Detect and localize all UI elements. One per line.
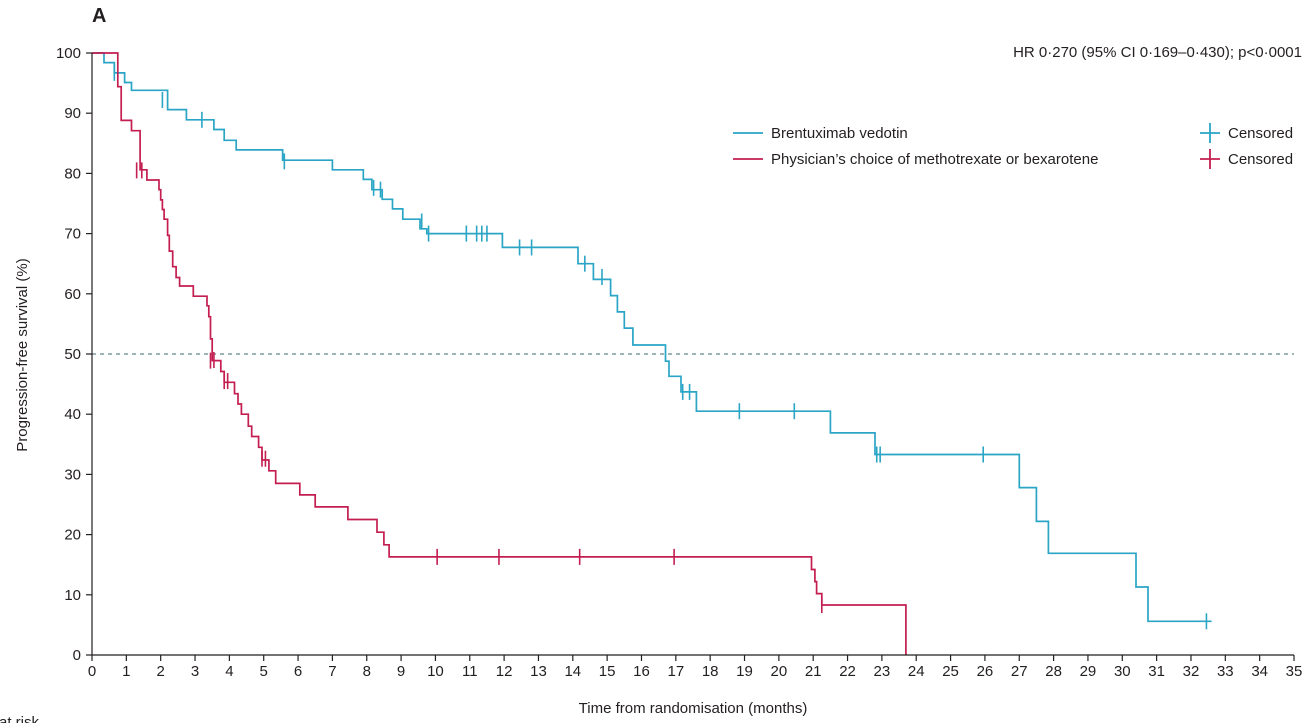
y-tick-label: 20 [64,527,81,544]
x-tick-label: 3 [191,663,199,680]
x-tick-label: 25 [942,663,959,680]
survival-curve-brentuximab [92,52,1212,623]
x-tick-label: 13 [530,663,547,680]
series-physician [92,52,907,655]
y-tick-label: 60 [64,286,81,303]
x-tick-label: 4 [225,663,233,680]
x-tick-label: 1 [122,663,130,680]
x-tick-label: 7 [328,663,336,680]
x-tick-label: 15 [599,663,616,680]
series-layer [92,52,1212,655]
x-tick-label: 22 [839,663,856,680]
legend-censor-mark-brentuximab [1200,123,1220,143]
x-axis-title: Time from randomisation (months) [579,700,808,717]
number-at-risk-heading: at risk [0,714,40,723]
legend-censor-mark-physician [1200,149,1220,169]
y-tick-label: 0 [73,647,81,664]
y-tick-label: 70 [64,226,81,243]
x-tick-label: 32 [1183,663,1200,680]
x-tick-label: 20 [771,663,788,680]
legend-label-physician: Physician’s choice of methotrexate or be… [771,151,1098,168]
x-tick-label: 17 [667,663,684,680]
series-brentuximab [92,52,1212,630]
x-tick-label: 23 [874,663,891,680]
y-tick-label: 10 [64,587,81,604]
y-axis-title: Progression-free survival (%) [14,258,31,451]
x-tick-label: 0 [88,663,96,680]
x-tick-label: 10 [427,663,444,680]
legend: Brentuximab vedotin Physician’s choice o… [733,123,1293,169]
y-tick-label: 100 [56,45,81,62]
y-axis-ticks: 0 10 20 30 40 50 60 70 80 90 100 [56,45,92,664]
x-axis-ticks: 0 1 2 3 4 5 6 7 8 9 10 11 12 13 14 15 16 17 18 19 20 21 22 23 24… [88,655,1303,680]
x-tick-label: 30 [1114,663,1131,680]
x-tick-label: 8 [363,663,371,680]
y-tick-label: 40 [64,406,81,423]
y-tick-label: 80 [64,165,81,182]
x-tick-label: 33 [1217,663,1234,680]
x-tick-label: 11 [462,663,478,680]
x-tick-label: 26 [977,663,994,680]
plot-area: 0 1 2 3 4 5 6 7 8 9 10 11 12 13 14 15 16 17 18 19 20 21 22 23 24… [56,45,1302,680]
hr-annotation: HR 0·270 (95% CI 0·169–0·430); p<0·0001 [1013,44,1302,61]
x-tick-label: 21 [805,663,822,680]
legend-censored-label-brentuximab: Censored [1228,125,1293,142]
legend-censored-label-physician: Censored [1228,151,1293,168]
x-tick-label: 28 [1045,663,1062,680]
x-tick-label: 27 [1011,663,1028,680]
x-tick-label: 12 [496,663,513,680]
x-tick-label: 35 [1286,663,1303,680]
x-tick-label: 18 [702,663,719,680]
survival-curve-physician [92,52,907,655]
x-tick-label: 24 [908,663,925,680]
x-tick-label: 29 [1080,663,1097,680]
x-tick-label: 31 [1148,663,1165,680]
x-tick-label: 5 [260,663,268,680]
x-tick-label: 9 [397,663,405,680]
y-tick-label: 30 [64,466,81,483]
panel-label: A [92,5,106,27]
x-tick-label: 16 [633,663,650,680]
y-tick-label: 90 [64,105,81,122]
y-tick-label: 50 [64,346,81,363]
x-tick-label: 34 [1251,663,1268,680]
x-tick-label: 14 [564,663,581,680]
legend-label-brentuximab: Brentuximab vedotin [771,125,908,142]
x-tick-label: 6 [294,663,302,680]
x-tick-label: 19 [736,663,753,680]
x-tick-label: 2 [157,663,165,680]
